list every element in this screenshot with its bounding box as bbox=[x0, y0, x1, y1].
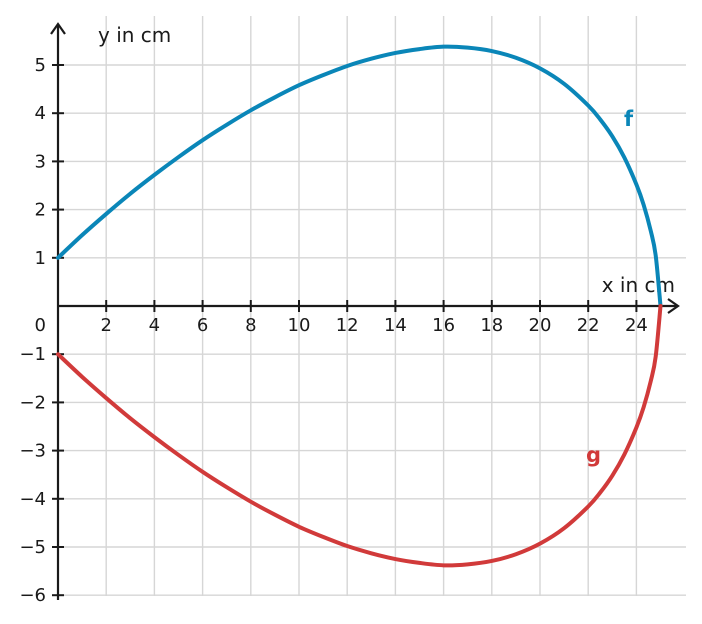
ticks bbox=[52, 64, 638, 597]
series-line-g bbox=[56, 304, 663, 568]
y-tick-label: −3 bbox=[19, 441, 46, 462]
y-tick-label: −2 bbox=[19, 392, 46, 413]
y-tick-label: 2 bbox=[35, 200, 46, 221]
y-tick-label: −4 bbox=[19, 489, 46, 510]
axes bbox=[50, 22, 680, 600]
y-axis-label: y in cm bbox=[98, 23, 171, 47]
x-tick-label: 4 bbox=[149, 315, 160, 336]
x-tick-label: 8 bbox=[245, 315, 256, 336]
x-tick-label: 18 bbox=[480, 315, 503, 336]
y-tick-label: −1 bbox=[19, 344, 46, 365]
series-line-f bbox=[56, 44, 663, 308]
x-axis-arrow bbox=[667, 298, 680, 314]
y-tick-label: −6 bbox=[19, 585, 46, 606]
y-tick-label: 5 bbox=[35, 55, 46, 76]
x-axis-label: x in cm bbox=[602, 273, 675, 297]
y-axis-arrow bbox=[50, 22, 66, 35]
x-tick-label: 6 bbox=[197, 315, 208, 336]
x-tick-label: 16 bbox=[432, 315, 455, 336]
x-tick-label: 10 bbox=[288, 315, 311, 336]
y-tick-label: 3 bbox=[35, 151, 46, 172]
x-tick-label: 24 bbox=[625, 315, 648, 336]
origin-label: 0 bbox=[35, 315, 46, 336]
grid bbox=[58, 16, 686, 596]
y-tick-label: 4 bbox=[35, 103, 46, 124]
x-tick-label: 12 bbox=[336, 315, 359, 336]
curves bbox=[56, 44, 663, 568]
x-tick-label: 2 bbox=[100, 315, 111, 336]
x-tick-label: 14 bbox=[384, 315, 407, 336]
x-tick-label: 22 bbox=[577, 315, 600, 336]
x-tick-label: 20 bbox=[529, 315, 552, 336]
series-label-f: f bbox=[624, 107, 634, 131]
y-tick-label: −5 bbox=[19, 537, 46, 558]
y-tick-label: 1 bbox=[35, 248, 46, 269]
series-label-g: g bbox=[586, 443, 601, 467]
